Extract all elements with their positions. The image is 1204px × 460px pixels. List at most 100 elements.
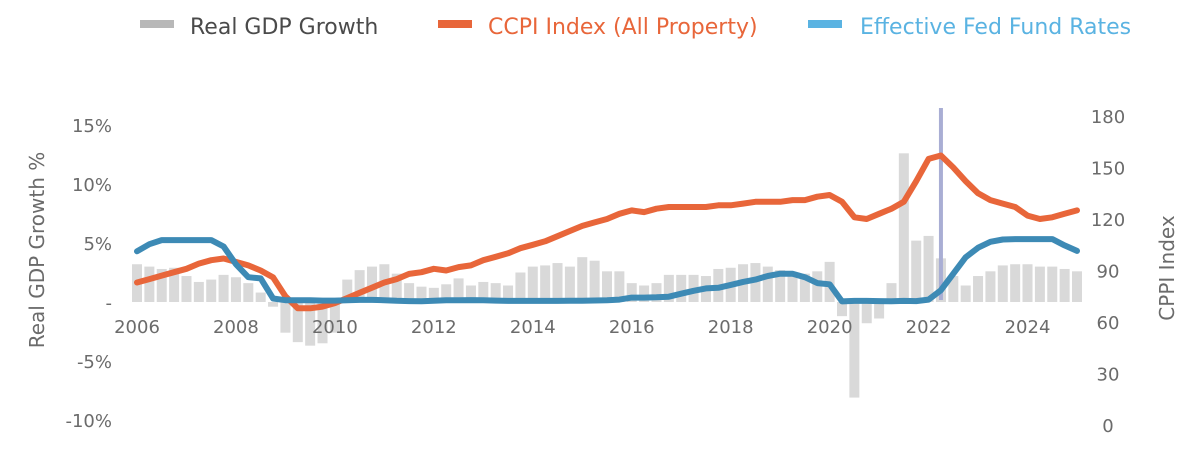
x-tick-label: 2018 — [708, 317, 754, 338]
gdp-bar — [181, 276, 192, 302]
gdp-bar — [404, 283, 415, 302]
gdp-bar — [193, 281, 204, 302]
right-tick-label: 90 — [1097, 262, 1120, 283]
gdp-bar — [861, 302, 872, 324]
gdp-bar — [614, 271, 625, 302]
gdp-bar — [478, 281, 489, 302]
gdp-bar — [527, 266, 538, 302]
legend: Real GDP Growth CCPI Index (All Property… — [140, 15, 1131, 40]
gdp-bar — [1010, 264, 1021, 302]
gdp-bar — [453, 278, 464, 302]
gdp-bar — [230, 277, 241, 302]
x-tick-label: 2006 — [114, 317, 160, 338]
gdp-bar — [391, 273, 402, 302]
legend-label-ccpi: CCPI Index (All Property) — [488, 15, 758, 40]
gdp-bar — [354, 270, 365, 302]
right-axis-title: CPPI Index — [1155, 215, 1179, 321]
gdp-bar — [552, 263, 563, 302]
gdp-bar — [898, 153, 909, 302]
left-axis-title: Real GDP Growth % — [25, 152, 49, 349]
gdp-bar — [626, 283, 637, 302]
gdp-bar — [428, 287, 439, 302]
right-tick-label: 60 — [1097, 313, 1120, 334]
left-tick-label: 15% — [72, 116, 112, 137]
gdp-bar — [1034, 266, 1045, 302]
gdp-bar — [577, 257, 588, 302]
gdp-bar — [923, 235, 934, 302]
gdp-bar — [540, 265, 551, 302]
gdp-bar — [985, 271, 996, 302]
gdp-bar — [490, 283, 501, 302]
right-axis-ticks: 180 150 120 90 60 30 0 — [1091, 107, 1125, 437]
gdp-bar — [762, 266, 773, 302]
legend-swatch-ccpi — [438, 20, 472, 28]
gdp-bar — [317, 302, 328, 344]
gdp-bar — [997, 265, 1008, 302]
gdp-bar — [775, 270, 786, 302]
x-tick-label: 2020 — [807, 317, 853, 338]
gdp-bar — [1022, 264, 1033, 302]
gdp-bar — [564, 266, 575, 302]
gdp-bar — [973, 276, 984, 302]
left-tick-label: 10% — [72, 175, 112, 196]
gdp-bar — [268, 302, 279, 307]
fed-funds-rate-line — [134, 236, 1080, 305]
x-tick-label: 2008 — [213, 317, 259, 338]
gdp-bar — [515, 272, 526, 302]
x-axis-ticks: 2006 2008 2010 2012 2014 2016 2018 2020 2022 2024 — [114, 317, 1050, 338]
x-tick-label: 2024 — [1005, 317, 1051, 338]
gdp-bar — [305, 302, 316, 346]
legend-swatch-fed — [808, 20, 842, 28]
right-tick-label: 30 — [1097, 365, 1120, 386]
ccpi-index-line — [134, 152, 1080, 312]
right-tick-label: 120 — [1091, 210, 1125, 231]
gdp-bar — [206, 279, 217, 302]
right-tick-label: 150 — [1091, 159, 1125, 180]
gdp-bar — [367, 266, 377, 302]
gdp-bar — [1059, 268, 1070, 302]
x-tick-label: 2016 — [609, 317, 655, 338]
gdp-bar — [342, 279, 353, 302]
x-tick-label: 2014 — [510, 317, 556, 338]
gdp-bar — [503, 285, 514, 302]
gdp-bar — [156, 268, 167, 302]
gdp-bar — [948, 276, 959, 302]
gdp-bar — [960, 285, 971, 302]
gdp-bar — [639, 285, 650, 302]
gdp-bar — [329, 302, 340, 333]
gdp-bar — [144, 266, 155, 302]
x-tick-label: 2012 — [411, 317, 457, 338]
gdp-bar — [787, 272, 798, 302]
gdp-bar — [416, 286, 427, 302]
gdp-bar — [218, 274, 229, 302]
legend-swatch-gdp — [140, 20, 174, 28]
gdp-bar — [292, 302, 303, 343]
right-tick-label: 0 — [1102, 416, 1113, 437]
gdp-bar — [676, 274, 687, 302]
gdp-bar — [1072, 271, 1082, 302]
gdp-bar — [886, 283, 897, 302]
left-tick-label: -10% — [65, 411, 112, 432]
x-tick-label: 2010 — [312, 317, 358, 338]
gdp-bar — [1047, 266, 1058, 302]
left-tick-label: - — [106, 293, 113, 314]
gdp-bar — [911, 240, 922, 302]
gdp-bar — [243, 283, 254, 302]
gdp-bar — [441, 284, 452, 302]
gdp-bar — [799, 273, 810, 302]
right-tick-label: 180 — [1091, 107, 1125, 128]
gdp-bar — [837, 302, 847, 317]
gdp-bar — [280, 302, 291, 333]
gdp-bar — [465, 285, 476, 302]
gdp-bar — [589, 260, 600, 302]
legend-label-gdp: Real GDP Growth — [190, 15, 378, 40]
gdp-bar — [255, 292, 266, 302]
gdp-bar — [602, 271, 612, 302]
left-tick-label: 5% — [83, 234, 112, 255]
series-lines — [134, 152, 1080, 312]
gdp-bar — [874, 302, 885, 319]
gdp-bar — [849, 302, 860, 398]
x-tick-label: 2022 — [906, 317, 952, 338]
legend-label-fed: Effective Fed Fund Rates — [860, 15, 1131, 40]
